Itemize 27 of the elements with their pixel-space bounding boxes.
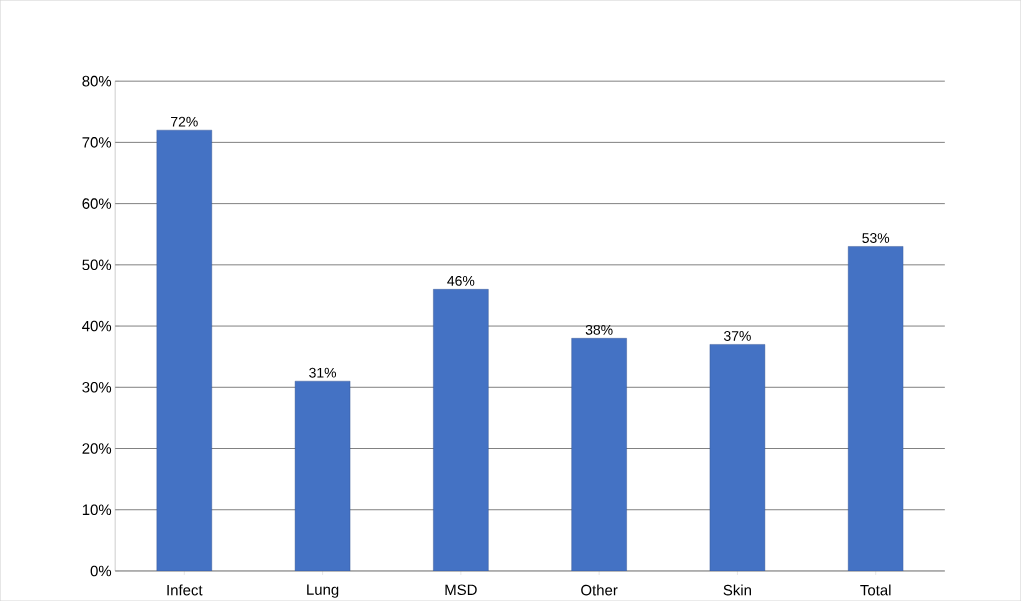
x-tick-label: MSD [445, 584, 477, 595]
data-label: 38% [585, 324, 613, 335]
data-label: 46% [447, 275, 475, 286]
bar [433, 289, 489, 571]
x-tick-label: Other [581, 584, 618, 596]
data-label: 53% [862, 232, 890, 243]
x-tick-label: Skin [723, 584, 751, 596]
x-tick-label: Infect [167, 584, 203, 596]
bar [571, 338, 627, 571]
y-tick-label: 30% [82, 381, 112, 393]
x-tick-label: Total [860, 584, 891, 596]
bar [294, 380, 351, 571]
data-label: 37% [723, 330, 751, 341]
bar [156, 129, 212, 571]
bar [709, 344, 766, 571]
y-tick-label: 70% [82, 137, 112, 148]
y-tick-label: 40% [82, 320, 112, 332]
y-tick-label: 20% [82, 443, 112, 454]
y-tick-label: 10% [82, 504, 112, 515]
data-label: 72% [171, 116, 198, 127]
y-tick-label: 50% [82, 259, 112, 271]
y-tick-label: 80% [82, 75, 112, 87]
bar [848, 246, 904, 571]
y-tick-label: 60% [82, 198, 112, 209]
x-tick-label: Lung [307, 584, 339, 598]
data-label: 31% [309, 367, 337, 378]
y-tick-label: 0% [90, 565, 112, 577]
